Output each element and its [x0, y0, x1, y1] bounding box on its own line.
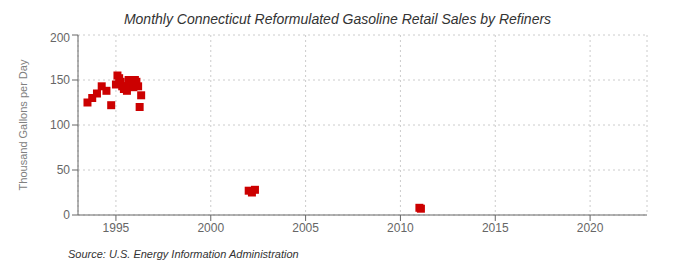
svg-text:2010: 2010: [387, 221, 414, 235]
svg-text:50: 50: [57, 163, 71, 177]
svg-text:2000: 2000: [197, 221, 224, 235]
svg-text:0: 0: [63, 208, 70, 222]
html-text:Monthly Connecticut Reformulat: Monthly Connecticut Reformulated Gasolin…: [123, 11, 552, 27]
svg-text:Thousand Gallons per Day: Thousand Gallons per Day: [17, 59, 29, 190]
svg-text:150: 150: [50, 73, 70, 87]
svg-text:2015: 2015: [482, 221, 509, 235]
svg-text:1995: 1995: [103, 221, 130, 235]
svg-text:2020: 2020: [577, 221, 604, 235]
svg-text:200: 200: [50, 31, 70, 45]
svg-text:100: 100: [50, 118, 70, 132]
html-text:Source: U.S. Energy Informatio: Source: U.S. Energy Information Administ…: [68, 248, 299, 260]
svg-text:2005: 2005: [292, 221, 319, 235]
